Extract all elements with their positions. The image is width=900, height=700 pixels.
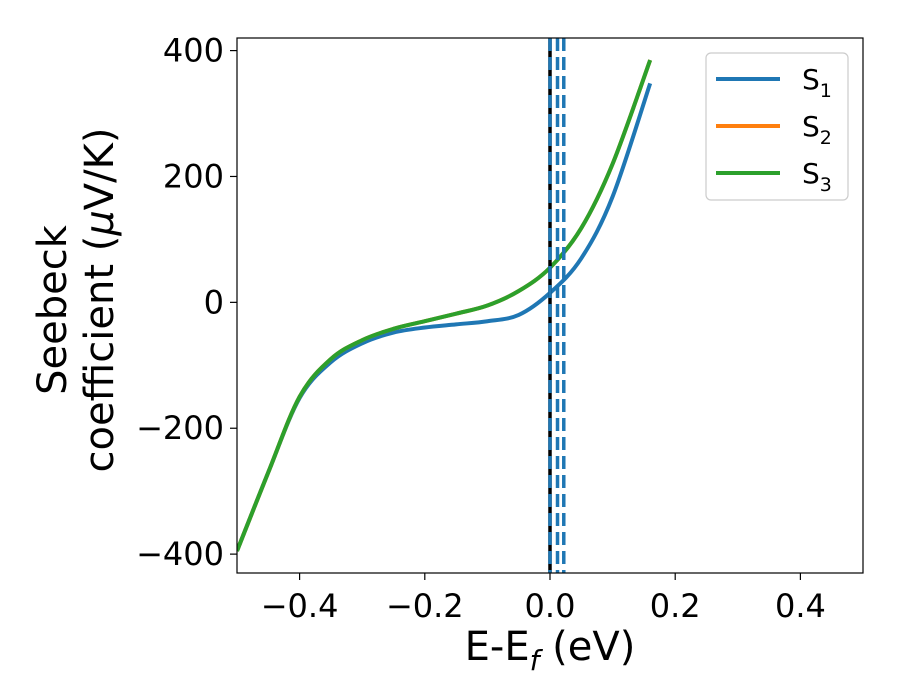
y-axis-label-prefix: coefficient ( (77, 236, 123, 473)
plot-area (237, 38, 653, 573)
y-axis-label-line2: coefficient (μV/K) (77, 128, 123, 473)
y-axis-label-suffix: V/K) (77, 128, 123, 211)
legend-label-sub: 3 (820, 174, 832, 196)
legend-entry-S3: S3 (716, 157, 832, 196)
legend-label-main: S (802, 157, 820, 190)
x-tick-label: −0.2 (386, 587, 464, 625)
x-axis-label: E-Ef (eV) (465, 624, 636, 677)
legend-entry-S1: S1 (716, 63, 832, 102)
legend-label-main: S (802, 110, 820, 143)
series-S2-line (237, 59, 653, 552)
x-tick-label: 0.2 (650, 587, 701, 625)
legend-label: S2 (802, 110, 832, 149)
y-tick-label: −400 (136, 535, 224, 573)
y-axis-label-mu: μ (77, 210, 123, 236)
y-tick-label: −200 (136, 409, 224, 447)
y-tick-label: 200 (163, 157, 224, 195)
x-tick-label: 0.0 (525, 587, 576, 625)
legend-label-sub: 1 (820, 80, 832, 102)
legend-label: S3 (802, 157, 832, 196)
legend-entry-S2: S2 (716, 110, 832, 149)
x-axis-label-main: E-E (465, 624, 530, 670)
legend-label: S1 (802, 63, 832, 102)
legend-label-main: S (802, 63, 820, 96)
legend-label-sub: 2 (820, 127, 832, 149)
y-axis-label-line1: Seebeck (30, 224, 76, 395)
axes: −0.4 −0.2 0.0 0.2 0.4 −400 −200 0 200 400 (136, 32, 864, 625)
x-tick-label: −0.4 (261, 587, 339, 625)
x-axis-label-tail: (eV) (539, 624, 635, 670)
x-tick-label: 0.4 (775, 587, 826, 625)
y-tick-label: 400 (163, 32, 224, 70)
y-tick-label: 0 (204, 283, 224, 321)
series-S3-line (237, 59, 653, 552)
